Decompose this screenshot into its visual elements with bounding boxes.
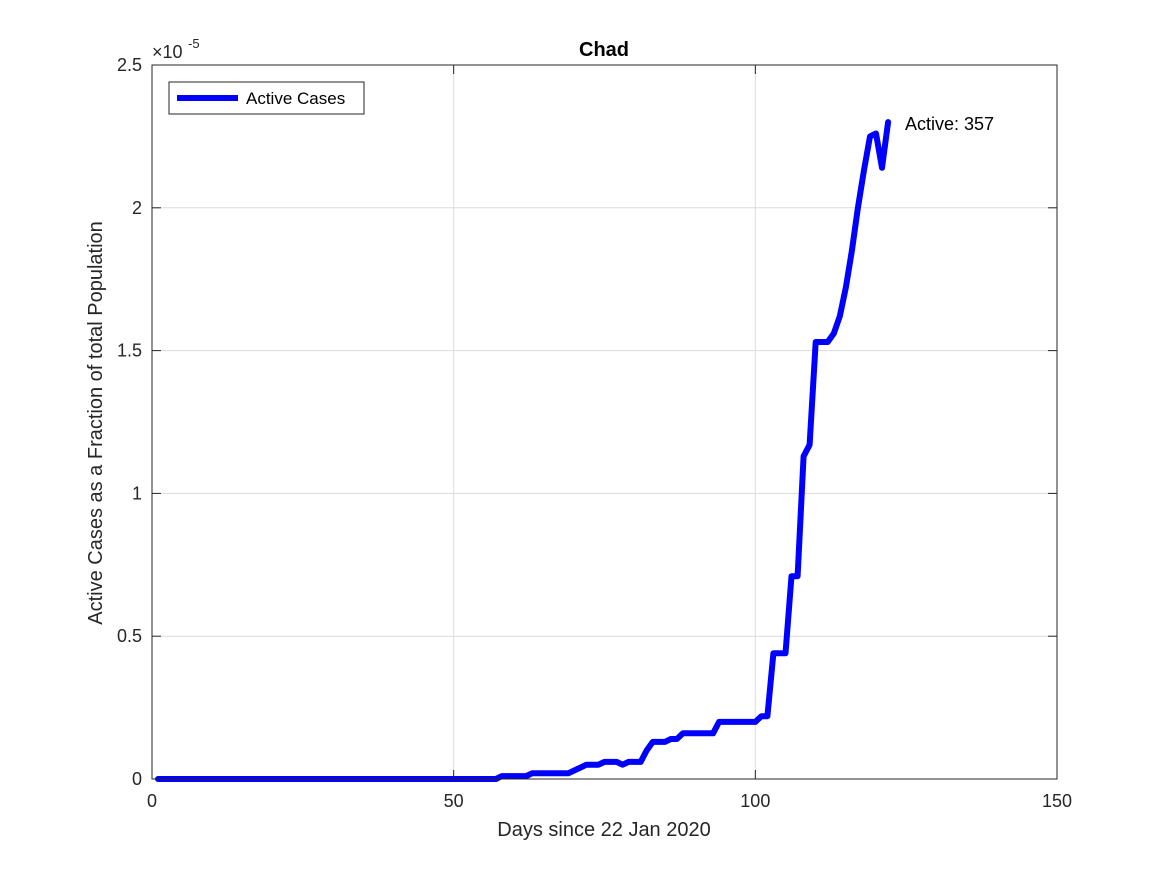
x-tick-label: 0: [147, 791, 157, 811]
grid: [152, 65, 1057, 779]
ticks: [151, 64, 1058, 780]
y-exponent-base: ×10: [152, 42, 183, 62]
x-axis-label: Days since 22 Jan 2020: [497, 819, 710, 841]
y-tick-label: 1.5: [117, 341, 142, 361]
chart-title: Chad: [579, 39, 629, 61]
annotation-active: Active: 357: [905, 114, 994, 134]
y-exponent-power: -5: [188, 36, 200, 51]
y-tick-label: 1: [132, 483, 142, 503]
y-tick-label: 0.5: [117, 626, 142, 646]
y-tick-label: 2: [132, 198, 142, 218]
x-tick-label: 150: [1042, 791, 1072, 811]
legend-label: Active Cases: [246, 89, 345, 108]
y-tick-label: 0: [132, 769, 142, 789]
x-tick-label: 100: [740, 791, 770, 811]
tick-labels: 0 50 100 150 0 0.5 1 1.5 2 2.5: [117, 55, 1072, 811]
legend: Active Cases: [168, 81, 365, 115]
y-tick-label: 2.5: [117, 55, 142, 75]
x-tick-label: 50: [444, 791, 464, 811]
y-exponent: ×10 -5: [152, 36, 200, 62]
y-axis-label: Active Cases as a Fraction of total Popu…: [85, 221, 107, 625]
plot-box: [151, 64, 1058, 780]
series-line-active-cases: [155, 119, 892, 782]
